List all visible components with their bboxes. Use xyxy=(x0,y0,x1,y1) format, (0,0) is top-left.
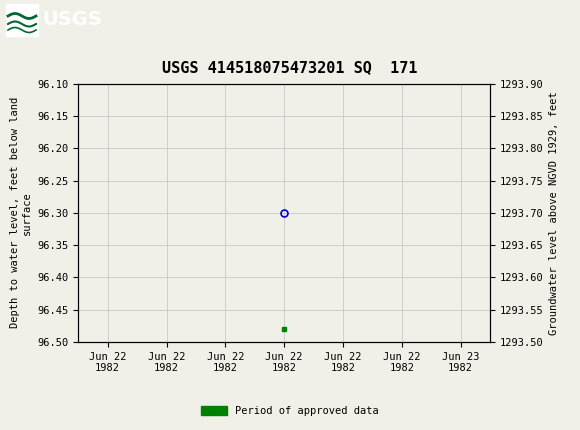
Text: USGS: USGS xyxy=(42,10,102,30)
Y-axis label: Groundwater level above NGVD 1929, feet: Groundwater level above NGVD 1929, feet xyxy=(549,91,559,335)
Text: USGS 414518075473201 SQ  171: USGS 414518075473201 SQ 171 xyxy=(162,60,418,75)
Y-axis label: Depth to water level, feet below land
surface: Depth to water level, feet below land su… xyxy=(10,97,32,329)
FancyBboxPatch shape xyxy=(6,4,38,36)
Legend: Period of approved data: Period of approved data xyxy=(197,402,383,421)
